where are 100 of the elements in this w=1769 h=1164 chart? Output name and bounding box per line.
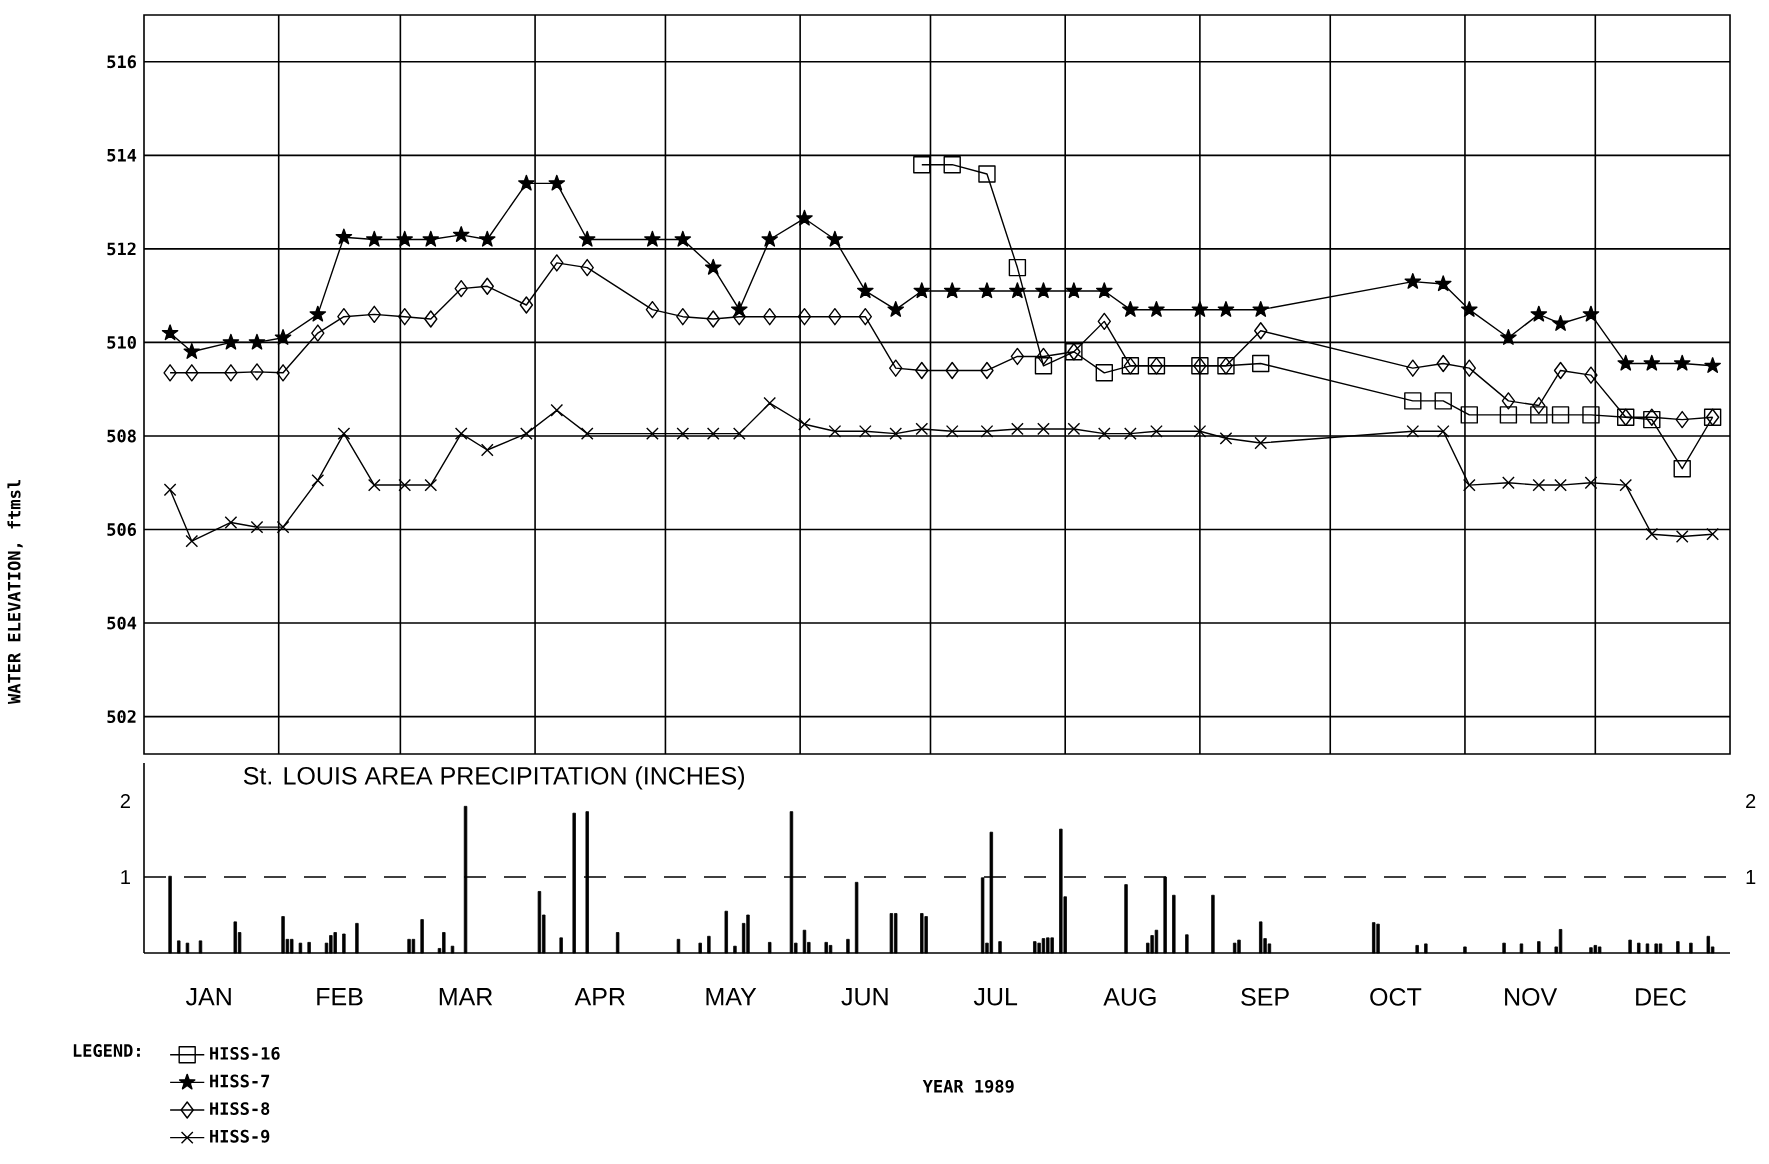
point xyxy=(980,424,994,438)
point xyxy=(913,282,931,299)
point xyxy=(1191,300,1209,317)
point xyxy=(550,403,564,417)
point xyxy=(887,300,905,317)
point xyxy=(1462,478,1476,492)
point xyxy=(1434,392,1452,410)
point xyxy=(1645,527,1659,541)
y-tick-label: 514 xyxy=(107,149,137,162)
point xyxy=(309,305,327,322)
legend-title: LEGEND: xyxy=(73,1044,140,1057)
point xyxy=(889,427,903,440)
point xyxy=(478,230,496,247)
point xyxy=(706,310,720,328)
point xyxy=(797,307,812,326)
point xyxy=(398,478,412,492)
legend-label: HISS-8 xyxy=(210,1102,270,1116)
point xyxy=(424,310,438,328)
point xyxy=(1532,478,1546,492)
point xyxy=(580,258,594,277)
x-tick-label: APR xyxy=(574,988,625,1006)
point xyxy=(1582,305,1600,322)
point xyxy=(1150,424,1163,438)
point xyxy=(646,427,659,440)
y-tick-label: 508 xyxy=(107,429,136,443)
point xyxy=(250,363,264,381)
x-tick-label: JUN xyxy=(841,988,888,1006)
point xyxy=(183,343,201,359)
point xyxy=(826,230,844,247)
point xyxy=(222,333,240,350)
x-tick-label: JAN xyxy=(185,988,231,1006)
point xyxy=(1095,364,1113,382)
point xyxy=(335,228,353,245)
point xyxy=(1008,258,1027,277)
x-axis-title: YEAR 1989 xyxy=(922,1079,1014,1093)
point xyxy=(945,361,959,380)
point xyxy=(761,230,779,247)
point xyxy=(1673,354,1691,371)
point xyxy=(224,516,238,529)
x-tick-label: AUG xyxy=(1103,988,1156,1006)
point xyxy=(520,427,533,440)
point xyxy=(367,305,381,324)
point xyxy=(480,277,494,295)
point xyxy=(1436,354,1450,373)
point xyxy=(548,174,566,191)
point xyxy=(1148,300,1165,317)
point xyxy=(1675,530,1689,543)
point xyxy=(858,307,873,326)
point xyxy=(480,443,494,457)
y-tick-label: 510 xyxy=(107,336,136,349)
point xyxy=(1254,436,1268,450)
y-tick-label: 512 xyxy=(107,242,136,256)
point xyxy=(337,427,351,440)
point xyxy=(1617,354,1635,371)
point xyxy=(337,307,351,326)
point xyxy=(1037,422,1050,436)
point xyxy=(915,422,929,436)
y-tick-label: 502 xyxy=(107,710,136,724)
point xyxy=(1011,422,1024,436)
point xyxy=(1406,359,1420,377)
y-axis-title: WATER ELEVATION, ftmsl xyxy=(7,480,23,705)
point xyxy=(1434,275,1452,292)
point xyxy=(367,478,381,492)
point xyxy=(1193,424,1207,438)
point xyxy=(276,520,290,534)
point xyxy=(1097,427,1111,440)
point xyxy=(1095,282,1113,299)
point xyxy=(1097,312,1111,331)
y-tick-label: 2 xyxy=(120,794,130,808)
point xyxy=(1500,329,1517,345)
point xyxy=(185,534,199,548)
point xyxy=(1406,424,1420,438)
point xyxy=(518,174,535,191)
point xyxy=(519,296,534,314)
point xyxy=(1067,422,1081,436)
point xyxy=(945,424,959,438)
y2-tick-label: 2 xyxy=(1746,794,1756,808)
point xyxy=(763,307,777,326)
point xyxy=(1501,392,1516,410)
point xyxy=(161,324,179,341)
point xyxy=(676,307,690,326)
chart-title: St. LOUIS AREA PRECIPITATION (INCHES) xyxy=(243,766,745,790)
point xyxy=(732,427,746,440)
point xyxy=(452,226,470,243)
point xyxy=(1009,282,1026,299)
point xyxy=(828,307,842,326)
point xyxy=(1254,322,1268,340)
point xyxy=(1552,315,1569,331)
point xyxy=(163,364,177,382)
point xyxy=(1554,478,1567,492)
point xyxy=(913,155,931,174)
point xyxy=(1619,478,1633,492)
point xyxy=(978,165,996,183)
point xyxy=(454,427,468,440)
point xyxy=(889,359,903,377)
point xyxy=(1675,410,1689,429)
point xyxy=(1704,357,1721,373)
point xyxy=(1532,396,1546,415)
point xyxy=(1122,300,1139,317)
x-tick-label: SEP xyxy=(1241,988,1289,1006)
